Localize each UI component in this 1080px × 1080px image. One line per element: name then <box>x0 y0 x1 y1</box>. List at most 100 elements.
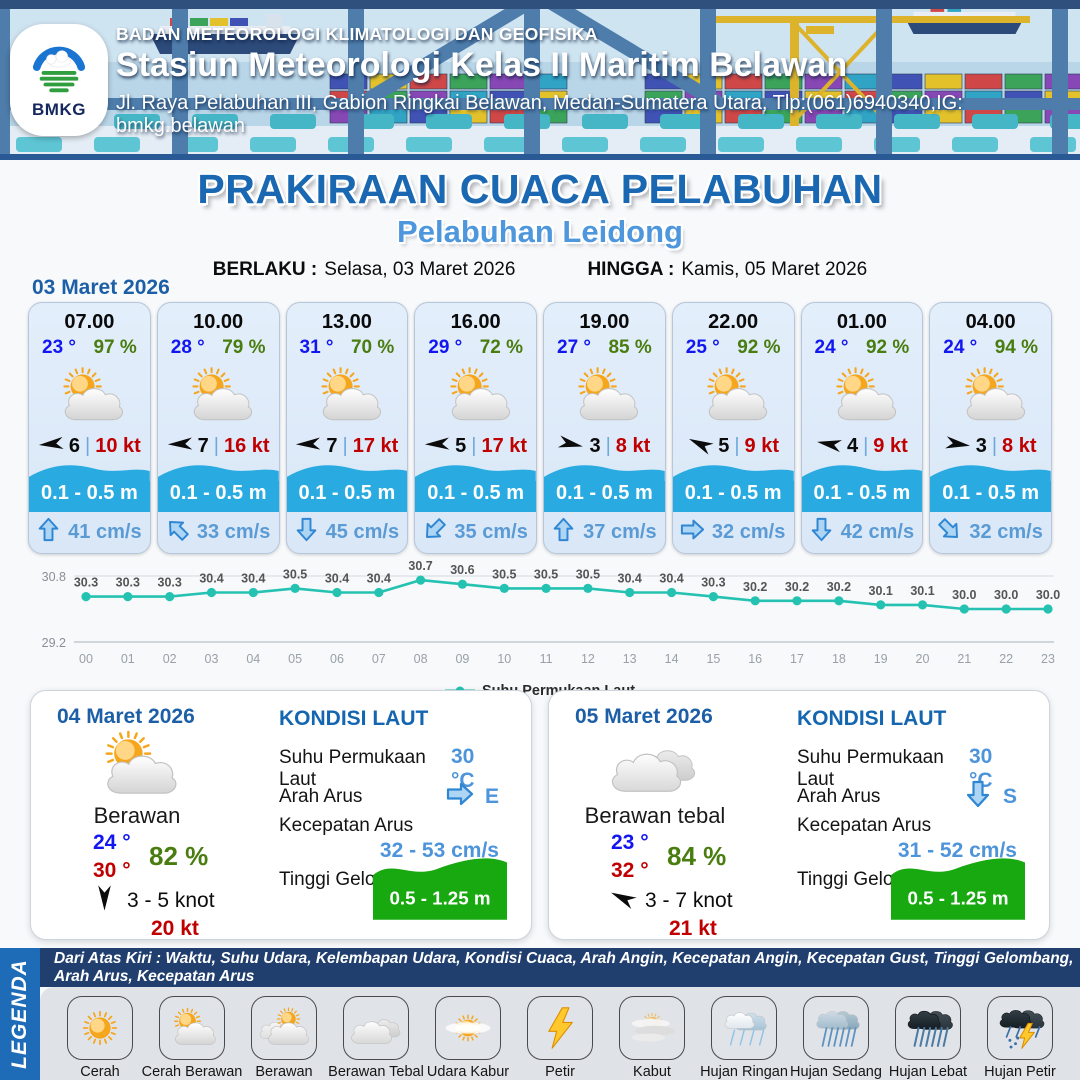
daily-temp-max: 30 ° <box>93 859 131 882</box>
svg-text:15: 15 <box>706 652 720 666</box>
current-row: 35 cm/s <box>415 512 536 553</box>
svg-text:21: 21 <box>957 652 971 666</box>
hourly-card: 01.00 24 ° 92 % 4 | 9 kt 0.1 - 0.5 m 42 … <box>800 302 924 554</box>
hourly-card: 04.00 24 ° 94 % 3 | 8 kt 0.1 - 0.5 m 32 … <box>929 302 1052 554</box>
svg-text:30.2: 30.2 <box>743 580 767 594</box>
wave-height: 0.1 - 0.5 m <box>157 481 279 513</box>
validity-row: BERLAKU : Selasa, 03 Maret 2026 HINGGA :K… <box>0 259 1080 281</box>
cerah-icon <box>67 996 133 1060</box>
legend-item: Cerah <box>54 996 146 1080</box>
wave-height-band: 0.1 - 0.5 m <box>930 461 1051 513</box>
legend-label: Kabut <box>633 1064 671 1080</box>
legend-label: Berawan <box>255 1064 313 1080</box>
svg-text:0.5 - 1.25 m: 0.5 - 1.25 m <box>907 888 1008 909</box>
current-direction-value: S <box>965 779 1017 815</box>
wind-speed: 6 <box>68 435 81 458</box>
sea-conditions: KONDISI LAUT Suhu Permukaan Laut 30 °C Ar… <box>797 707 1031 927</box>
legend-footer: LEGENDA Dari Atas Kiri : Waktu, Suhu Uda… <box>0 948 1080 1080</box>
sea-conditions-heading: KONDISI LAUT <box>279 707 429 730</box>
wind-direction-icon <box>167 435 193 459</box>
bmkg-logo-icon <box>30 41 88 98</box>
current-direction-label: Arah Arus <box>797 786 881 807</box>
svg-text:30.4: 30.4 <box>618 572 642 586</box>
svg-text:04: 04 <box>246 652 260 666</box>
weather-icon <box>71 725 201 805</box>
forecast-time: 19.00 <box>579 311 630 333</box>
wind-gust: 8 kt <box>1002 435 1037 458</box>
wind-row: 7 | 16 kt <box>158 432 279 461</box>
wave-height: 0.1 - 0.5 m <box>930 481 1051 513</box>
svg-text:10: 10 <box>497 652 511 666</box>
humidity: 85 % <box>608 337 652 358</box>
current-direction-icon <box>938 516 961 549</box>
wind-direction-icon <box>816 435 842 459</box>
daily-wind-speed: 3 - 5 knot <box>127 889 215 912</box>
current-row: 45 cm/s <box>287 512 408 553</box>
weather-icon <box>673 359 794 432</box>
current-speed-value: 31 - 52 cm/s <box>897 839 1017 862</box>
legend-item: Berawan Tebal <box>328 996 424 1080</box>
current-row: 32 cm/s <box>930 512 1051 553</box>
wave-height-band: 0.1 - 0.5 m <box>672 461 794 513</box>
current-speed: 32 cm/s <box>969 521 1043 544</box>
wind-direction-icon <box>687 435 714 459</box>
temperature: 25 ° <box>685 337 720 358</box>
svg-text:30.4: 30.4 <box>241 572 265 586</box>
weather-icon <box>544 359 665 432</box>
wind-row: 7 | 17 kt <box>287 432 408 461</box>
svg-text:30.4: 30.4 <box>325 572 349 586</box>
daily-wind: 3 - 5 knot <box>91 885 215 913</box>
wave-height: 0.1 - 0.5 m <box>801 481 923 513</box>
temperature: 29 ° <box>428 337 463 358</box>
legend-label: Petir <box>545 1064 575 1080</box>
current-row: 41 cm/s <box>29 512 150 553</box>
wind-direction-icon <box>38 435 64 459</box>
svg-text:02: 02 <box>163 652 177 666</box>
wind-direction-icon <box>91 885 118 913</box>
humidity: 79 % <box>222 337 266 358</box>
hourly-card: 22.00 25 ° 92 % 5 | 9 kt 0.1 - 0.5 m 32 … <box>671 302 795 554</box>
forecast-time: 10.00 <box>193 311 244 333</box>
wind-direction-icon <box>424 435 450 459</box>
wind-row: 6 | 10 kt <box>29 432 150 461</box>
svg-text:30.4: 30.4 <box>367 572 391 586</box>
svg-text:09: 09 <box>455 652 469 666</box>
humidity: 92 % <box>865 337 910 358</box>
current-speed: 41 cm/s <box>68 521 142 544</box>
svg-text:30.4: 30.4 <box>659 572 683 586</box>
title-block: PRAKIRAAN CUACA PELABUHAN Pelabuhan Leid… <box>0 166 1080 281</box>
wind-speed: 5 <box>718 435 730 458</box>
wave-height-band: 0.1 - 0.5 m <box>29 461 150 513</box>
daily-condition: Berawan <box>93 803 181 828</box>
wind-speed: 7 <box>326 435 338 458</box>
sea-conditions: KONDISI LAUT Suhu Permukaan Laut 30 °C Ar… <box>279 707 513 927</box>
daily-gust: 20 kt <box>151 917 199 940</box>
wind-gust: 9 kt <box>873 435 908 458</box>
daily-humidity: 84 % <box>667 841 727 871</box>
forecast-time: 01.00 <box>836 311 887 333</box>
current-direction-icon <box>166 516 189 549</box>
wind-speed: 3 <box>975 435 987 458</box>
current-speed: 45 cm/s <box>325 521 400 544</box>
svg-text:30.5: 30.5 <box>283 567 307 581</box>
wind-direction-icon <box>295 435 321 459</box>
station-address: Jl. Raya Pelabuhan III, Gabion Ringkai B… <box>116 92 963 137</box>
hourly-forecast-row: 07.00 23 ° 97 % 6 | 10 kt 0.1 - 0.5 m 41… <box>28 302 1052 554</box>
wind-row: 4 | 9 kt <box>802 432 923 461</box>
berawan-icon <box>251 996 317 1060</box>
hourly-card: 19.00 27 ° 85 % 3 | 8 kt 0.1 - 0.5 m 37 … <box>543 302 666 554</box>
svg-text:01: 01 <box>121 652 135 666</box>
current-direction-label: Arah Arus <box>279 786 363 807</box>
wind-row: 3 | 8 kt <box>544 432 665 461</box>
daily-humidity: 82 % <box>149 841 209 871</box>
legend-items: Cerah Cerah Berawan Berawan Berawan Teba… <box>40 987 1080 1080</box>
sst-label: Suhu Permukaan Laut <box>279 747 426 790</box>
wave-height-band: 0.1 - 0.5 m <box>286 461 408 513</box>
forecast-time: 04.00 <box>965 311 1016 333</box>
legend-label: Udara Kabur <box>426 1064 510 1080</box>
legend-body: Dari Atas Kiri : Waktu, Suhu Udara, Kele… <box>40 948 1080 1080</box>
valid-from: BERLAKU : Selasa, 03 Maret 2026 <box>212 259 516 280</box>
sst-value: 30 °C <box>451 745 475 792</box>
legend-label: Hujan Sedang <box>790 1064 882 1080</box>
